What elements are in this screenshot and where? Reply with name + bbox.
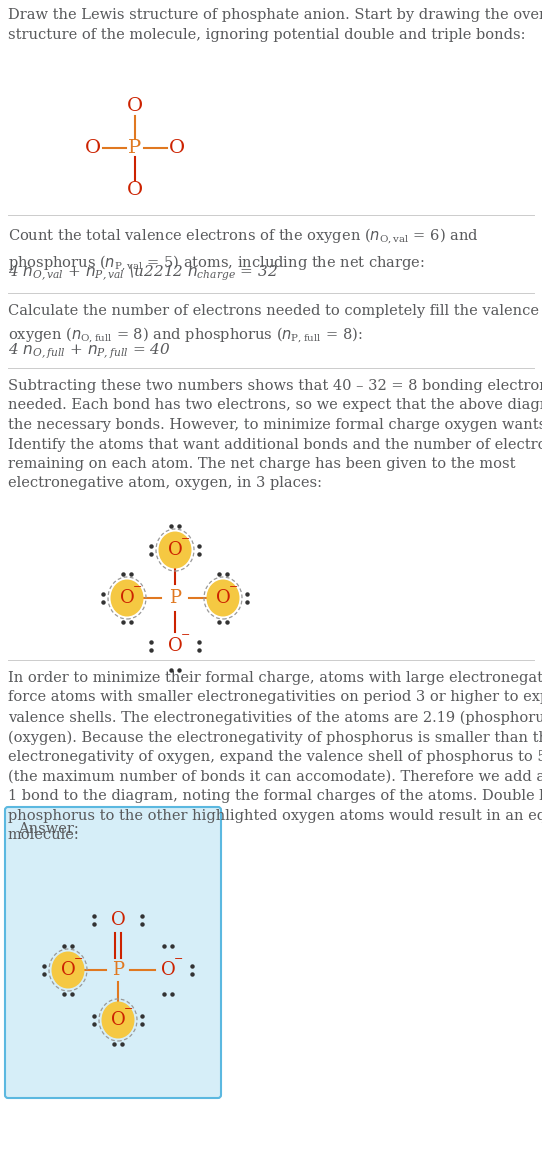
Text: O: O: [167, 637, 182, 655]
Text: P: P: [112, 961, 124, 978]
Text: Draw the Lewis structure of phosphate anion. Start by drawing the overall
struct: Draw the Lewis structure of phosphate an…: [8, 8, 542, 41]
FancyBboxPatch shape: [5, 807, 221, 1098]
Ellipse shape: [207, 580, 240, 616]
Text: −: −: [182, 630, 191, 640]
Text: Calculate the number of electrons needed to completely fill the valence shells f: Calculate the number of electrons needed…: [8, 305, 542, 345]
Ellipse shape: [111, 580, 144, 616]
Ellipse shape: [158, 532, 191, 568]
Ellipse shape: [101, 1002, 134, 1038]
Text: O: O: [120, 589, 134, 607]
Text: O: O: [160, 961, 176, 978]
Text: In order to minimize their formal charge, atoms with large electronegativities c: In order to minimize their formal charge…: [8, 671, 542, 842]
Text: −: −: [229, 582, 238, 592]
Text: O: O: [169, 139, 185, 158]
Ellipse shape: [51, 951, 85, 989]
Text: P: P: [169, 589, 181, 607]
Text: O: O: [85, 139, 101, 158]
Text: O: O: [127, 181, 143, 199]
Text: −: −: [74, 954, 83, 964]
Text: −: −: [124, 1004, 134, 1014]
Text: O: O: [127, 96, 143, 115]
Text: P: P: [128, 139, 141, 158]
Text: O: O: [111, 911, 125, 929]
Text: −: −: [175, 954, 184, 964]
Text: −: −: [133, 582, 143, 592]
Text: O: O: [216, 589, 230, 607]
Text: −: −: [182, 534, 191, 544]
Text: 4 $n_\mathregular{O,full}$ + $n_\mathregular{P,full}$ = 40: 4 $n_\mathregular{O,full}$ + $n_\mathreg…: [8, 341, 171, 361]
Text: O: O: [167, 541, 182, 559]
Text: O: O: [61, 961, 75, 978]
Text: Answer:: Answer:: [18, 822, 79, 836]
Text: 4 $n_\mathregular{O,val}$ + $n_\mathregular{P,val}$ \u2212 $n_\mathregular{charg: 4 $n_\mathregular{O,val}$ + $n_\mathregu…: [8, 263, 278, 282]
Text: O: O: [111, 1011, 125, 1029]
Text: Subtracting these two numbers shows that 40 – 32 = 8 bonding electrons are
neede: Subtracting these two numbers shows that…: [8, 379, 542, 490]
Text: Count the total valence electrons of the oxygen ($n_\mathregular{O,val}$ = 6) an: Count the total valence electrons of the…: [8, 226, 479, 273]
